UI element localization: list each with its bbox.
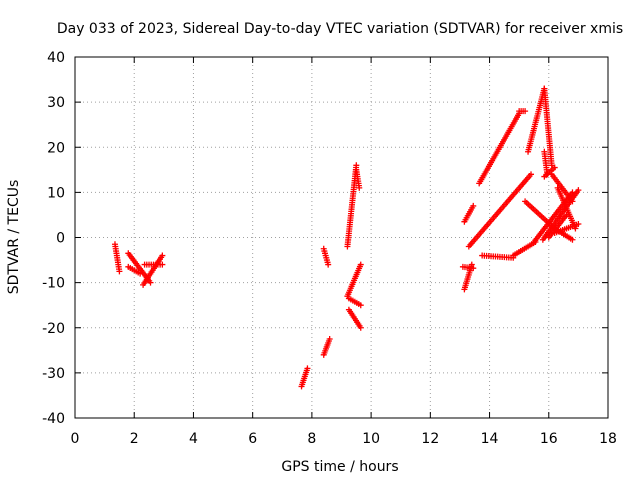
x-tick-label: 14 <box>481 431 499 447</box>
data-point <box>470 265 477 272</box>
x-tick-label: 18 <box>599 431 617 447</box>
x-tick-label: 16 <box>540 431 558 447</box>
data-point <box>116 268 123 275</box>
y-tick-label: -10 <box>42 276 65 292</box>
axis-ticks: 0 2 4 6 8 10 12 14 16 18 -40 -30 -20 -10 0 10 20 30 40 <box>42 50 617 447</box>
y-axis-label: SDTVAR / TECUs <box>6 180 22 295</box>
data-point <box>159 252 166 259</box>
y-tick-label: -30 <box>42 366 65 382</box>
data-point <box>522 108 529 115</box>
x-tick-label: 4 <box>189 431 198 447</box>
y-tick-label: -20 <box>42 321 65 337</box>
x-tick-label: 6 <box>248 431 257 447</box>
data-point <box>575 187 582 194</box>
grid-lines <box>75 57 608 418</box>
y-tick-label: -40 <box>42 411 65 427</box>
y-tick-label: 0 <box>56 231 65 247</box>
y-tick-label: 10 <box>47 185 65 201</box>
data-point <box>325 261 332 268</box>
data-points <box>111 85 582 390</box>
data-point <box>569 198 576 205</box>
data-point <box>551 164 558 171</box>
data-point <box>528 171 535 178</box>
data-point <box>357 261 364 268</box>
x-tick-label: 8 <box>307 431 316 447</box>
data-point <box>357 302 364 309</box>
data-point <box>326 336 333 343</box>
x-tick-label: 10 <box>362 431 380 447</box>
data-point <box>575 220 582 227</box>
data-point <box>357 324 364 331</box>
data-point <box>304 365 311 372</box>
y-tick-label: 40 <box>47 50 65 66</box>
chart-title: Day 033 of 2023, Sidereal Day-to-day VTE… <box>57 21 623 37</box>
x-tick-label: 12 <box>421 431 439 447</box>
data-point <box>137 270 144 277</box>
data-point <box>470 202 477 209</box>
y-tick-label: 20 <box>47 140 65 156</box>
data-point <box>356 184 363 191</box>
y-tick-label: 30 <box>47 95 65 111</box>
x-tick-label: 2 <box>130 431 139 447</box>
data-point <box>159 261 166 268</box>
x-axis-label: GPS time / hours <box>281 459 398 475</box>
data-point <box>569 236 576 243</box>
x-tick-label: 0 <box>71 431 80 447</box>
data-point <box>147 279 154 286</box>
